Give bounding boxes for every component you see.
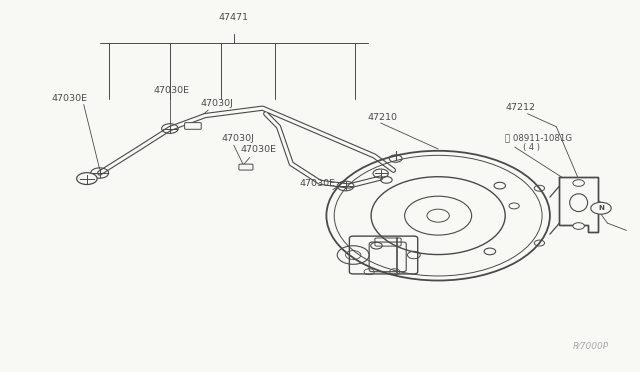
Text: N: N (598, 205, 604, 211)
Circle shape (573, 180, 584, 186)
Text: 47030E: 47030E (300, 179, 335, 188)
FancyBboxPatch shape (239, 164, 253, 170)
Text: 47030J: 47030J (221, 134, 254, 143)
Text: Ⓝ 08911-1081G: Ⓝ 08911-1081G (505, 133, 572, 142)
Text: 47030E: 47030E (240, 145, 276, 154)
Ellipse shape (570, 194, 588, 212)
Circle shape (77, 173, 97, 185)
Text: 47030E: 47030E (154, 86, 190, 95)
Text: 47212: 47212 (505, 103, 535, 112)
Text: ( 4 ): ( 4 ) (523, 143, 540, 152)
Text: R⁄7000P: R⁄7000P (572, 342, 609, 351)
Text: 47210: 47210 (368, 113, 398, 122)
Text: 47471: 47471 (219, 13, 249, 22)
FancyBboxPatch shape (184, 123, 201, 129)
Circle shape (591, 202, 611, 214)
Text: 47030E: 47030E (52, 94, 88, 103)
Text: 47030J: 47030J (200, 99, 234, 108)
Circle shape (573, 223, 584, 230)
Polygon shape (559, 177, 598, 232)
